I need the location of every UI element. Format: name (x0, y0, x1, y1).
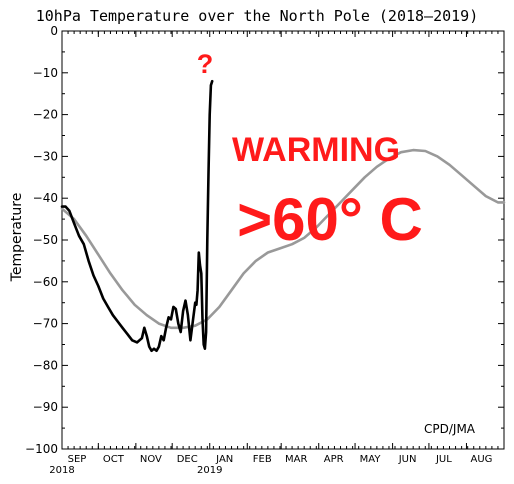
y-tick-label: −80 (33, 358, 58, 372)
y-tick-label: −20 (33, 108, 58, 122)
annotation-warming: WARMING (232, 131, 400, 169)
x-tick-year-label: 2019 (197, 465, 222, 476)
credit-label: CPD/JMA (424, 422, 476, 436)
y-tick-label: −90 (33, 400, 58, 414)
chart-title: 10hPa Temperature over the North Pole (2… (36, 7, 479, 25)
x-tick-label: FEB (253, 454, 272, 465)
y-axis-ticks: 0 −10 −20 −30 −40 −50 −60 −70 −80 −90 −100 (25, 24, 504, 456)
x-tick-label: MAY (360, 454, 382, 465)
x-tick-year-label: 2018 (49, 465, 74, 476)
series-group (60, 79, 506, 353)
x-tick-label: JAN (215, 454, 233, 465)
x-tick-label: SEP (68, 454, 87, 465)
x-tick-label: MAR (285, 454, 307, 465)
x-tick-label: JUL (435, 454, 452, 465)
x-tick-label: NOV (140, 454, 162, 465)
x-tick-label: DEC (177, 454, 198, 465)
y-tick-label: −50 (33, 233, 58, 247)
annotation-question-mark: ? (197, 49, 214, 79)
x-tick-label: JUN (398, 454, 417, 465)
y-tick-label: −70 (33, 317, 58, 331)
y-tick-label: −100 (25, 442, 58, 456)
climatology-series-line (60, 148, 506, 330)
x-tick-label: APR (324, 454, 344, 465)
y-tick-label: −30 (33, 149, 58, 163)
x-tick-label: AUG (470, 454, 492, 465)
observed-series-line (60, 79, 214, 353)
annotation-magnitude: >60° C (237, 186, 423, 253)
y-axis-label: Temperature (9, 193, 25, 283)
y-tick-label: 0 (50, 24, 58, 38)
y-tick-label: −40 (33, 191, 58, 205)
y-tick-label: −10 (33, 66, 58, 80)
y-tick-label: −60 (33, 275, 58, 289)
x-tick-label: OCT (103, 454, 125, 465)
